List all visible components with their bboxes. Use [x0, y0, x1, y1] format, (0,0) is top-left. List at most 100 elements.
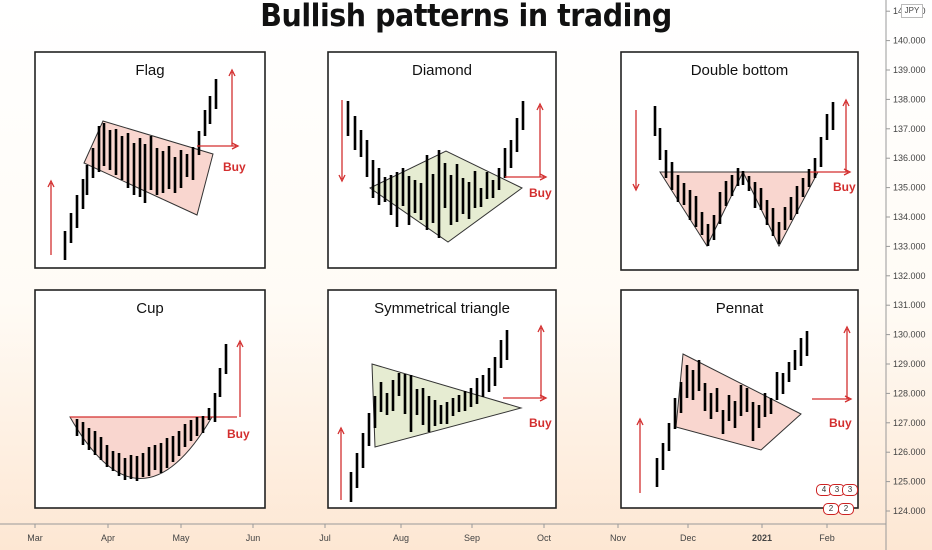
- candle-bar: [473, 171, 477, 208]
- count-badge[interactable]: 2: [823, 503, 839, 515]
- candle-bar: [730, 175, 734, 196]
- y-tick-label: 139.000: [893, 65, 926, 75]
- candle-bar: [801, 178, 805, 197]
- buy-arrow-head: [539, 394, 548, 402]
- candle-bar: [664, 150, 668, 178]
- candle-bar: [93, 431, 97, 455]
- candle-bar: [437, 150, 441, 238]
- candle-bar: [724, 181, 728, 206]
- candle-bar: [813, 158, 817, 178]
- candle-bar: [349, 472, 353, 502]
- candle-bar: [177, 431, 181, 456]
- candle-bar: [765, 200, 769, 225]
- candle-bar: [795, 186, 799, 214]
- candle-bar: [401, 168, 405, 206]
- candle-bar: [99, 437, 103, 460]
- candle-bar: [81, 422, 85, 445]
- candle-bar: [141, 453, 145, 477]
- candle-bar: [733, 401, 737, 428]
- y-tick-label: 125.000: [893, 477, 926, 487]
- candle-bar: [799, 338, 803, 366]
- candle-bar: [425, 155, 429, 230]
- candle-bar: [167, 146, 171, 189]
- target-arrow-head: [842, 98, 850, 107]
- candle-bar: [736, 168, 740, 186]
- candle-bar: [775, 372, 779, 400]
- candle-bar: [213, 393, 217, 422]
- candle-bar: [419, 183, 423, 220]
- candle-bar: [825, 114, 829, 140]
- x-tick-label: Dec: [680, 533, 697, 543]
- candle-bar: [691, 370, 695, 400]
- candle-bar: [91, 148, 95, 178]
- candle-bar: [413, 180, 417, 213]
- candle-bar: [108, 130, 112, 170]
- candle-bar: [449, 175, 453, 225]
- y-tick-label: 132.000: [893, 271, 926, 281]
- y-tick-label: 127.000: [893, 418, 926, 428]
- candle-bar: [208, 96, 212, 124]
- y-tick-label: 133.000: [893, 241, 926, 251]
- candle-bar: [509, 140, 513, 168]
- y-tick-label: 131.000: [893, 300, 926, 310]
- target-arrow-head: [843, 325, 851, 334]
- candle-bar: [185, 154, 189, 177]
- target-arrow-head: [537, 324, 545, 333]
- candle-bar: [383, 177, 387, 202]
- candle-bar: [69, 213, 73, 243]
- candle-bar: [359, 130, 363, 157]
- candle-bar: [655, 458, 659, 487]
- pole-arrow-head: [337, 426, 345, 435]
- candle-bar: [461, 178, 465, 214]
- candle-bar: [697, 360, 701, 391]
- candle-bar: [120, 136, 124, 180]
- candle-bar: [218, 368, 222, 397]
- candle-bar: [129, 455, 133, 479]
- candle-bar: [653, 106, 657, 136]
- candle-bar: [201, 416, 205, 433]
- count-badge[interactable]: 2: [838, 503, 854, 515]
- x-tick-label: May: [172, 533, 190, 543]
- candle-bar: [445, 402, 449, 424]
- candle-bar: [759, 188, 763, 210]
- candle-bar: [373, 396, 377, 428]
- candle-bar: [355, 453, 359, 488]
- candle-bar: [224, 344, 228, 374]
- candle-bar: [63, 231, 67, 260]
- candle-bar: [427, 396, 431, 432]
- candle-bar: [703, 383, 707, 411]
- candle-bar: [367, 413, 371, 446]
- candle-bar: [75, 419, 79, 436]
- buy-arrow-head: [231, 142, 240, 150]
- buy-arrow-head: [844, 395, 853, 403]
- y-tick-label: 140.000: [893, 36, 926, 46]
- candle-bar: [685, 365, 689, 398]
- pole-arrow-head: [338, 174, 346, 183]
- candle-bar: [451, 398, 455, 416]
- candle-bar: [111, 451, 115, 471]
- candle-bar: [499, 340, 503, 368]
- pole-arrow-head: [636, 417, 644, 426]
- candle-bar: [485, 172, 489, 199]
- currency-label[interactable]: JPY: [901, 4, 923, 18]
- buy-label: Buy: [227, 427, 250, 441]
- candle-bar: [807, 169, 811, 187]
- candle-bar: [105, 445, 109, 467]
- candle-bar: [102, 123, 106, 166]
- buy-arrow-head: [539, 173, 548, 181]
- count-badge[interactable]: 3: [842, 484, 858, 496]
- candle-bar: [763, 393, 767, 417]
- candle-bar: [789, 197, 793, 220]
- x-tick-label: Aug: [393, 533, 409, 543]
- candle-bar: [407, 176, 411, 225]
- panel-title: Pennat: [716, 300, 764, 317]
- candle-bar: [712, 215, 716, 240]
- target-arrow-head: [236, 339, 244, 348]
- candle-bar: [117, 453, 121, 476]
- buy-arrow-head: [843, 168, 852, 176]
- candle-bar: [197, 131, 201, 155]
- candle-bar: [694, 196, 698, 227]
- candle-bar: [793, 350, 797, 370]
- candle-bar: [706, 224, 710, 246]
